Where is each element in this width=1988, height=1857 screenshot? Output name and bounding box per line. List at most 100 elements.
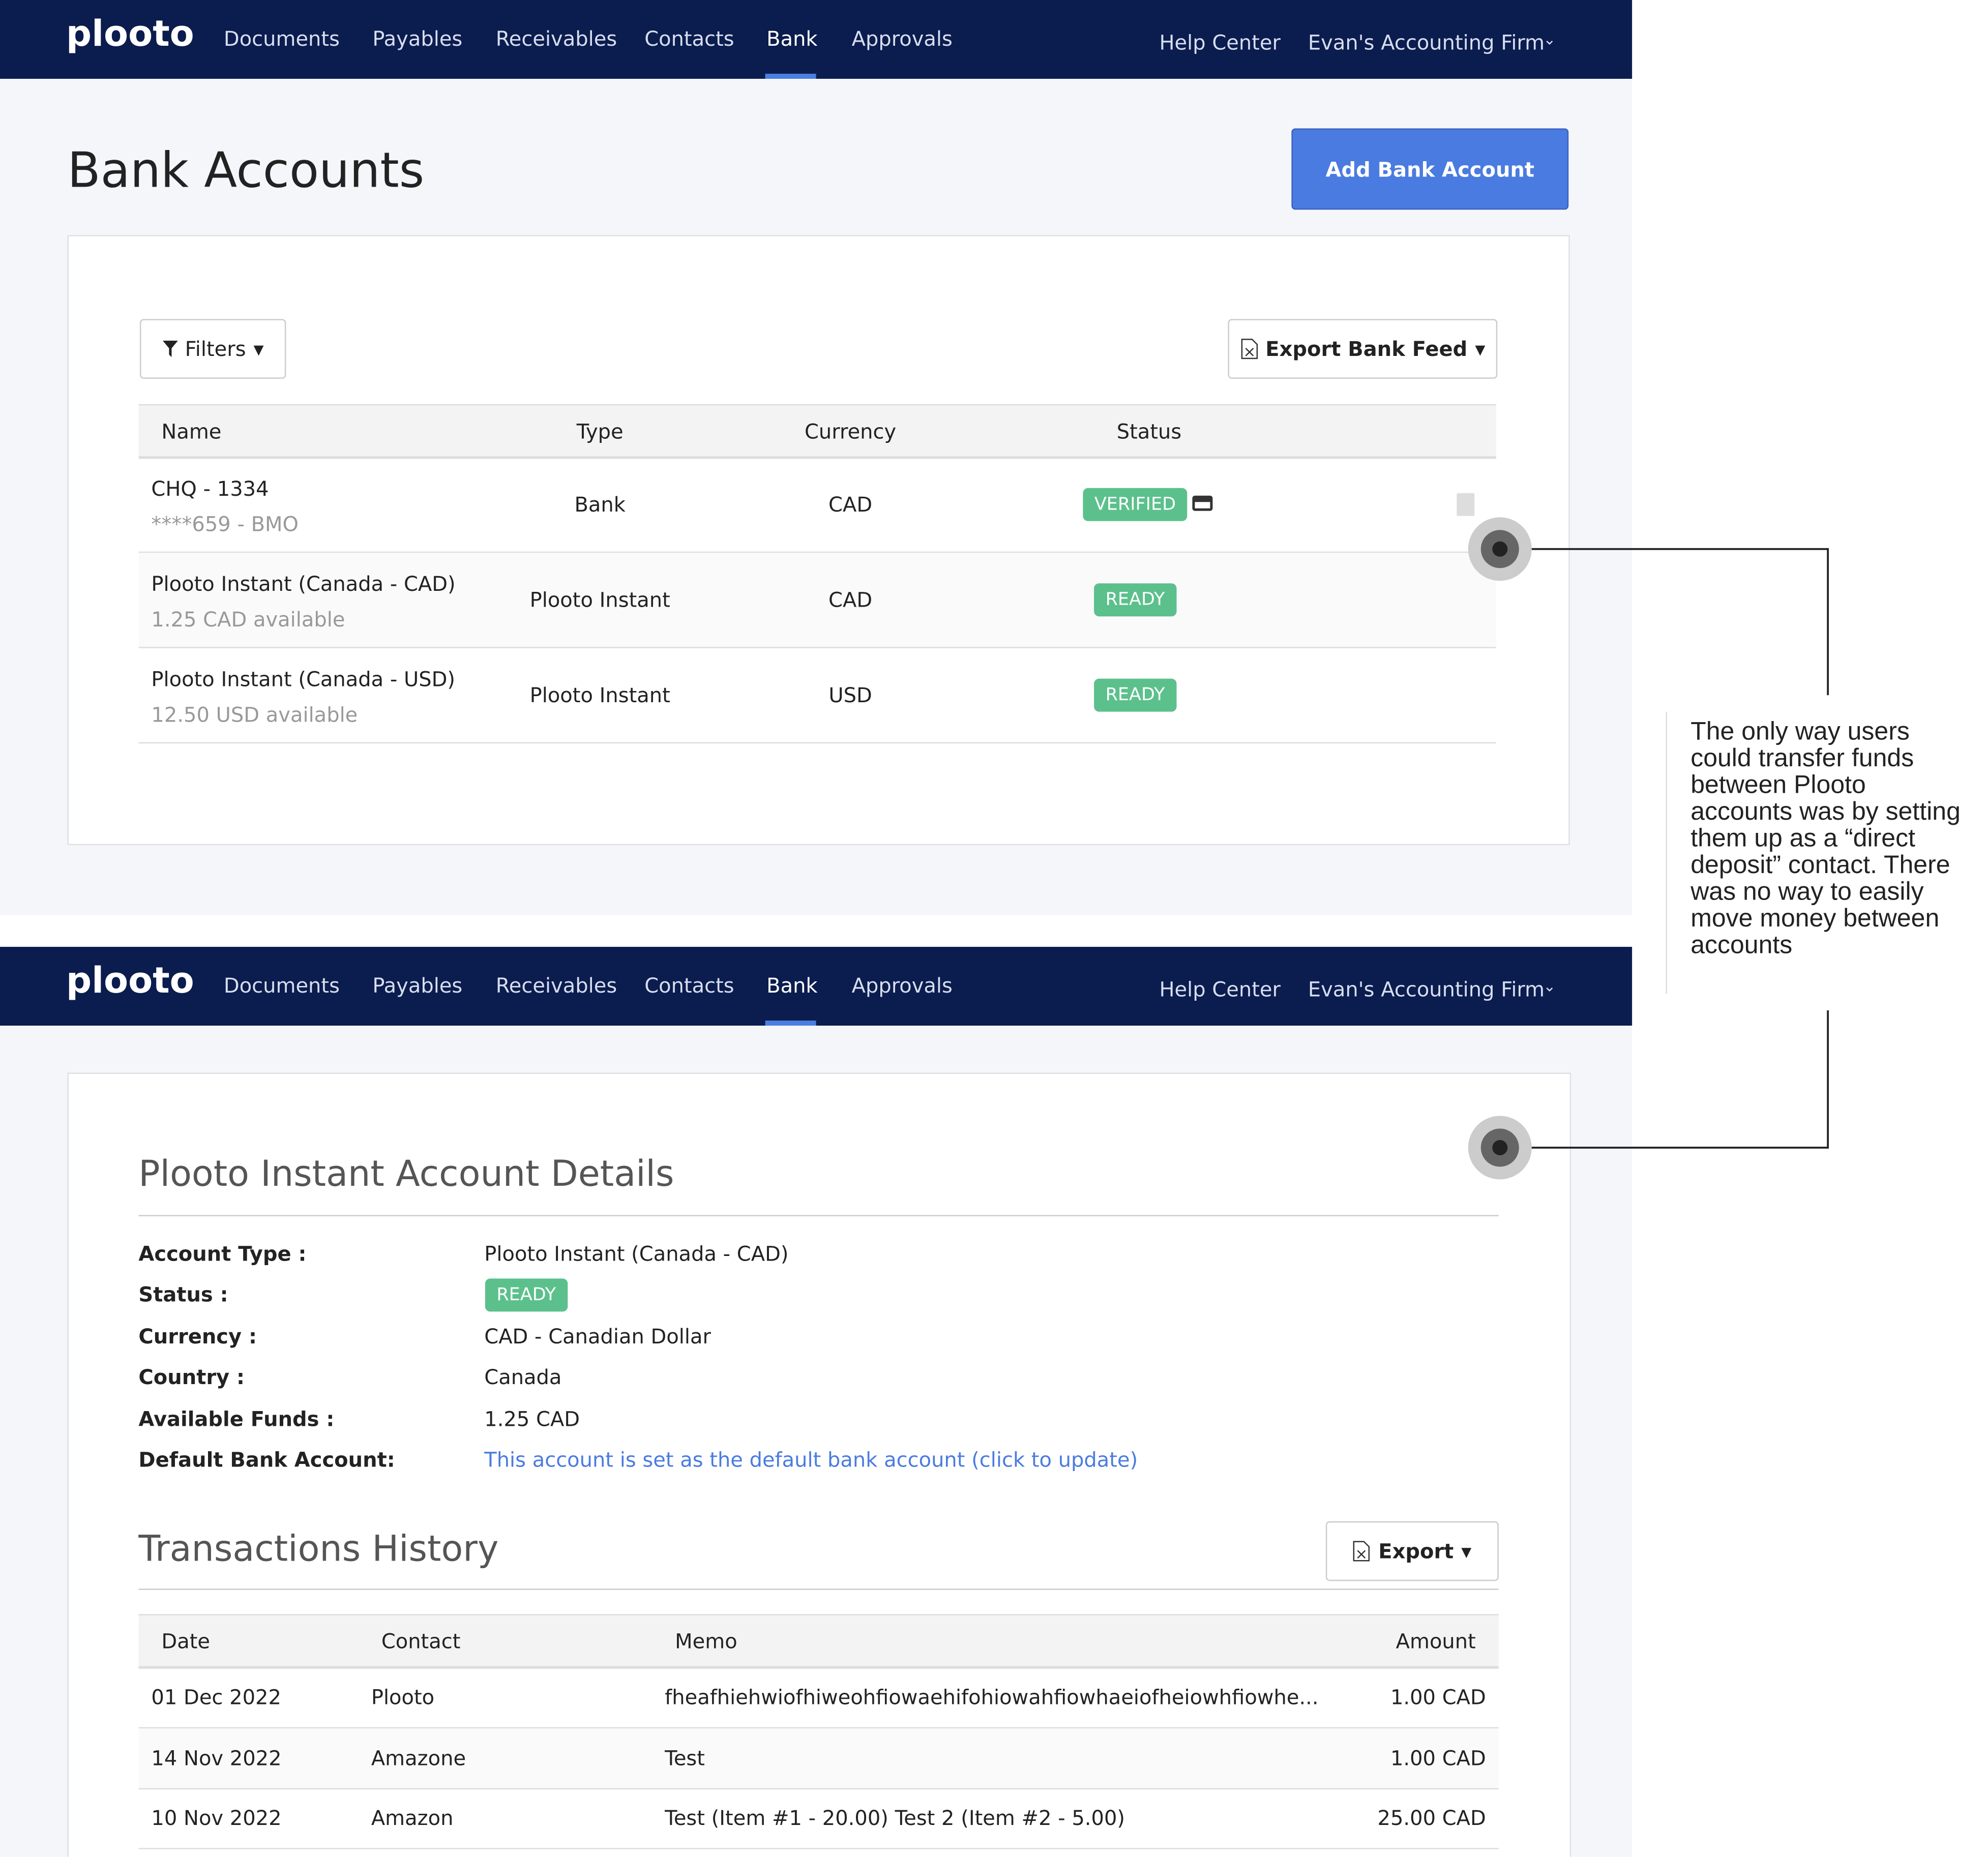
column-header: Memo (675, 1629, 737, 1654)
active-indicator (765, 73, 816, 79)
default-account-link[interactable]: This account is set as the default bank … (484, 1447, 1138, 1472)
column-header: Name (161, 419, 222, 444)
table-header: Date Contact Memo Amount (138, 1614, 1499, 1669)
account-name[interactable]: CHQ - 1334 (151, 476, 269, 501)
field-label: Status : (138, 1282, 228, 1307)
chevron: ⌄ (1543, 977, 1556, 996)
account-menu[interactable]: Evan's Accounting Firm (1308, 977, 1545, 1002)
logo[interactable]: plooto (66, 960, 194, 1002)
account-detail: 1.25 CAD available (151, 607, 345, 632)
account-currency: USD (828, 683, 872, 707)
filter-icon (162, 340, 177, 357)
nav-link[interactable]: Approvals (851, 973, 953, 998)
account-details-screen: Plooto Instant Account Details Transacti… (0, 947, 1633, 1857)
nav-link[interactable]: Contacts (644, 973, 734, 998)
file-icon (1240, 339, 1258, 360)
page-title: Bank Accounts (67, 142, 425, 198)
nav-link[interactable]: Bank (766, 973, 818, 998)
table-row: CHQ - 1334 ****659 - BMO Bank CAD VERIFIED (138, 458, 1496, 553)
account-menu[interactable]: Evan's Accounting Firm (1308, 30, 1545, 55)
transaction-row: 14 Nov 2022 Amazone Test 1.00 CAD (138, 1727, 1499, 1789)
table-header: Name Type Currency Status (138, 404, 1496, 459)
account-type: Bank (574, 492, 626, 517)
transaction-date: 01 Dec 2022 (151, 1685, 281, 1710)
column-header: Amount (1396, 1629, 1476, 1654)
column-header: Contact (381, 1629, 461, 1654)
transaction-amount: 1.00 CAD (1390, 1745, 1486, 1770)
field-value: CAD - Canadian Dollar (484, 1324, 711, 1349)
nav-link[interactable]: Payables (372, 26, 463, 51)
transaction-contact: Amazon (371, 1806, 454, 1831)
caret: ▾ (253, 337, 264, 361)
account-currency: CAD (828, 587, 873, 612)
status-badge: READY (485, 1278, 568, 1312)
nav-link[interactable]: Contacts (644, 26, 734, 51)
transaction-memo: fheafhiehwiofhiweohfiowaehifohiowahfiowh… (665, 1685, 1319, 1710)
nav-link[interactable]: Receivables (495, 26, 617, 51)
help-link[interactable]: Help Center (1159, 30, 1281, 55)
nav-link[interactable]: Documents (223, 973, 340, 998)
export-bank-feed-button[interactable]: Export Bank Feed ▾ (1228, 319, 1498, 379)
field-label: Available Funds : (138, 1406, 335, 1431)
field-value: Canada (484, 1365, 562, 1389)
accounts-card: Filters ▾ Export Bank Feed ▾ Name Type Curre… (67, 235, 1570, 846)
account-type: Plooto Instant (529, 683, 670, 707)
account-currency: CAD (828, 492, 873, 517)
transaction-date: 14 Nov 2022 (151, 1745, 282, 1770)
annotation-text: The only way users could transfer funds … (1690, 718, 1961, 960)
field-value: Plooto Instant (Canada - CAD) (484, 1241, 789, 1266)
chevron: ⌄ (1543, 30, 1556, 48)
add-bank-account-button[interactable]: Add Bank Account (1291, 128, 1569, 210)
delete-icon[interactable] (1457, 493, 1475, 516)
card-icon (1192, 495, 1213, 511)
status-badge: READY (1094, 583, 1176, 617)
export-label: Export Bank Feed (1265, 337, 1468, 361)
bank-accounts-screen: Bank Accounts Add Bank Account Filters ▾ … (0, 0, 1633, 915)
field-label: Currency : (138, 1324, 257, 1349)
account-detail: 12.50 USD available (151, 703, 358, 727)
nav-link[interactable]: Payables (372, 973, 463, 998)
nav-link[interactable]: Documents (223, 26, 340, 51)
caret: ▾ (1475, 337, 1486, 361)
column-header: Date (161, 1629, 211, 1654)
column-header: Status (1116, 419, 1182, 444)
account-name[interactable]: Plooto Instant (Canada - CAD) (151, 572, 456, 596)
status-badge: READY (1094, 678, 1176, 712)
transaction-memo: Test (665, 1745, 705, 1770)
export-label: Export (1378, 1539, 1454, 1564)
field-label: Account Type : (138, 1241, 307, 1266)
field-value: 1.25 CAD (484, 1406, 580, 1431)
status-badge: VERIFIED (1083, 488, 1188, 521)
transaction-row: 10 Nov 2022 Amazon Test (Item #1 - 20.00) … (138, 1788, 1499, 1849)
export-button[interactable]: Export ▾ (1325, 1521, 1499, 1581)
account-type: Plooto Instant (529, 587, 670, 612)
nav-link[interactable]: Bank (766, 26, 818, 51)
details-title: Plooto Instant Account Details (138, 1152, 674, 1195)
field-label: Country : (138, 1365, 245, 1389)
file-icon (1353, 1541, 1371, 1562)
table-row: Plooto Instant (Canada - USD) 12.50 USD a… (138, 648, 1496, 744)
help-link[interactable]: Help Center (1159, 977, 1281, 1002)
filters-button[interactable]: Filters ▾ (139, 319, 286, 379)
nav-link[interactable]: Receivables (495, 973, 617, 998)
transaction-memo: Test (Item #1 - 20.00) Test 2 (Item #2 -… (665, 1806, 1125, 1831)
nav-link[interactable]: Approvals (851, 26, 953, 51)
nav-bar: plooto Documents Payables Receivables Contac… (0, 947, 1633, 1026)
table-row: Plooto Instant (Canada - CAD) 1.25 CAD av… (138, 553, 1496, 648)
account-name[interactable]: Plooto Instant (Canada - USD) (151, 667, 456, 692)
column-header: Currency (805, 419, 897, 444)
transaction-amount: 1.00 CAD (1390, 1685, 1486, 1710)
divider (138, 1589, 1499, 1590)
field-label: Default Bank Account: (138, 1447, 395, 1472)
transaction-contact: Amazone (371, 1745, 466, 1770)
caret: ▾ (1461, 1539, 1472, 1564)
divider (138, 1215, 1499, 1216)
details-card: Plooto Instant Account Details Transacti… (67, 1072, 1571, 1857)
transactions-title: Transactions History (138, 1527, 499, 1570)
logo[interactable]: plooto (66, 12, 194, 55)
filters-label: Filters (185, 337, 246, 361)
transaction-row: 01 Dec 2022 Plooto fheafhiehwiofhiweohfiow… (138, 1667, 1499, 1729)
transaction-date: 10 Nov 2022 (151, 1806, 282, 1831)
account-detail: ****659 - BMO (151, 512, 299, 536)
